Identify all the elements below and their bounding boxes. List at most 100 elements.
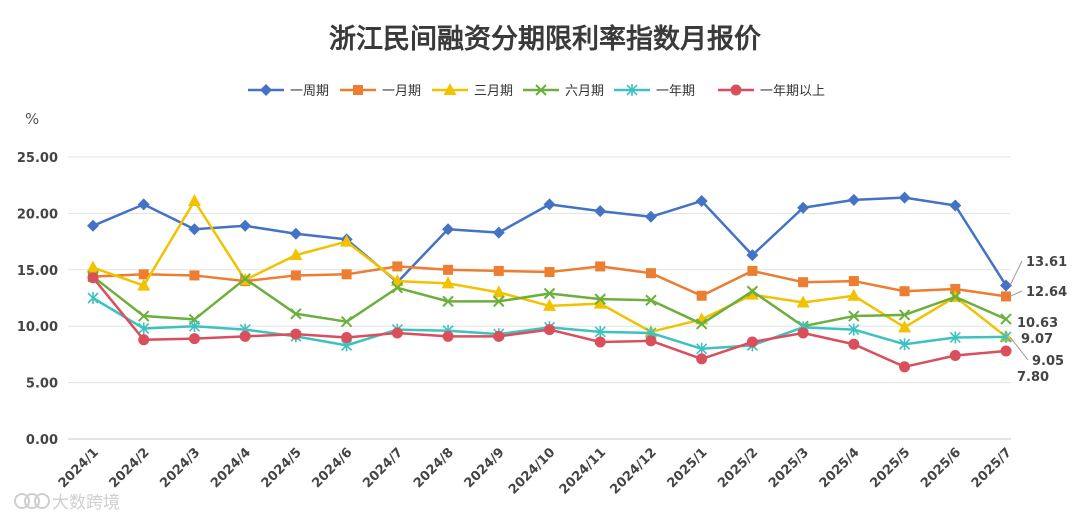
legend-label: 六月期: [565, 84, 604, 99]
data-point: [950, 283, 961, 294]
data-point-stroke: [594, 293, 606, 305]
data-point: [1000, 313, 1012, 325]
data-point: [341, 331, 353, 343]
data-point: [898, 309, 911, 321]
data-point: [239, 330, 251, 342]
watermark: 大数跨境: [14, 493, 120, 513]
data-point-stroke: [695, 318, 708, 330]
data-point: [290, 270, 301, 281]
x-axis-ticks: 2024/1 2024/2 2024/3 2024/4 2024/5 2024/6 2024…: [56, 445, 1015, 497]
data-point: [594, 293, 606, 305]
data-point: [87, 292, 99, 304]
data-point-stroke: [949, 291, 961, 303]
x-tick-label: 2024/4: [208, 445, 254, 491]
data-point: [798, 277, 809, 288]
data-point: [442, 295, 454, 308]
data-point: [493, 265, 504, 276]
end-value-label: 12.64: [1026, 285, 1067, 300]
data-point: [442, 330, 454, 342]
data-point: [949, 199, 962, 212]
y-tick-label: 5.00: [26, 377, 58, 392]
x-tick-label: 2025/1: [665, 445, 711, 491]
data-point: [340, 234, 354, 247]
x-tick-label: 2024/6: [309, 445, 355, 491]
data-point: [138, 334, 150, 346]
x-tick-label: 2024/11: [557, 445, 609, 497]
data-point: [594, 336, 606, 348]
data-point: [137, 198, 150, 211]
data-point: [341, 269, 352, 280]
data-point-stroke: [543, 287, 556, 300]
data-point: [442, 223, 455, 236]
y-tick-label: 20.00: [17, 207, 58, 222]
x-tick-label: 2024/7: [360, 445, 406, 491]
x-tick-label: 2024/12: [607, 445, 659, 497]
data-point: [87, 219, 99, 232]
legend-label: 一周期: [290, 84, 329, 99]
data-point: [493, 295, 505, 308]
data-point: [187, 193, 201, 206]
data-point: [747, 265, 758, 276]
end-value-label: 9.05: [1032, 354, 1064, 369]
x-tick-label: 2024/9: [462, 445, 508, 491]
data-point: [695, 318, 708, 330]
legend-label: 一年期: [656, 84, 695, 99]
data-point: [188, 223, 201, 236]
data-point-stroke: [391, 282, 404, 294]
data-point: [746, 249, 759, 262]
data-point: [544, 324, 555, 336]
data-point: [492, 285, 506, 298]
data-point: [138, 310, 150, 322]
data-point: [1000, 279, 1012, 292]
data-point-stroke: [535, 84, 547, 96]
data-point: [848, 323, 860, 336]
data-point: [730, 84, 742, 96]
legend-item: 六月期: [523, 84, 604, 99]
data-point: [797, 201, 810, 214]
data-point: [949, 291, 961, 303]
data-point: [645, 335, 657, 347]
data-point: [290, 308, 302, 320]
data-point: [898, 191, 911, 204]
logo-icon: [14, 493, 50, 509]
data-point-stroke: [340, 315, 353, 328]
data-point: [796, 295, 810, 308]
leader-line: [1009, 290, 1023, 297]
legend-item: 三月期: [432, 83, 513, 99]
data-point: [899, 286, 910, 297]
data-point: [899, 361, 911, 373]
x-tick-label: 2025/2: [715, 445, 761, 491]
data-point: [492, 226, 505, 239]
data-point: [898, 320, 912, 333]
data-point: [594, 325, 606, 338]
data-point: [239, 273, 251, 285]
data-point-stroke: [138, 310, 150, 322]
x-tick-label: 2024/8: [411, 445, 457, 491]
data-point-stroke: [290, 308, 302, 320]
legend-label: 一年期以上: [760, 84, 825, 99]
data-point: [138, 269, 149, 280]
data-point: [443, 264, 454, 275]
data-point: [848, 310, 860, 322]
data-point: [87, 272, 99, 284]
y-unit-label: %: [25, 110, 39, 128]
series-layer: [86, 191, 1013, 373]
data-point: [644, 210, 657, 223]
x-tick-label: 2025/6: [918, 445, 964, 491]
watermark-text: 大数跨境: [52, 493, 120, 513]
data-point: [949, 350, 961, 362]
legend-item: 一年期以上: [718, 84, 825, 99]
data-point: [898, 338, 911, 351]
data-point: [847, 193, 860, 206]
x-tick-label: 2024/1: [56, 445, 102, 491]
data-point: [797, 327, 809, 339]
series-6: [87, 272, 1012, 373]
chart-title: 浙江民间融资分期限利率指数月报价: [329, 23, 762, 55]
data-point: [239, 219, 252, 232]
legend-item: 一周期: [248, 84, 329, 99]
data-point: [543, 198, 556, 211]
data-point: [260, 84, 272, 96]
data-point: [535, 84, 547, 96]
